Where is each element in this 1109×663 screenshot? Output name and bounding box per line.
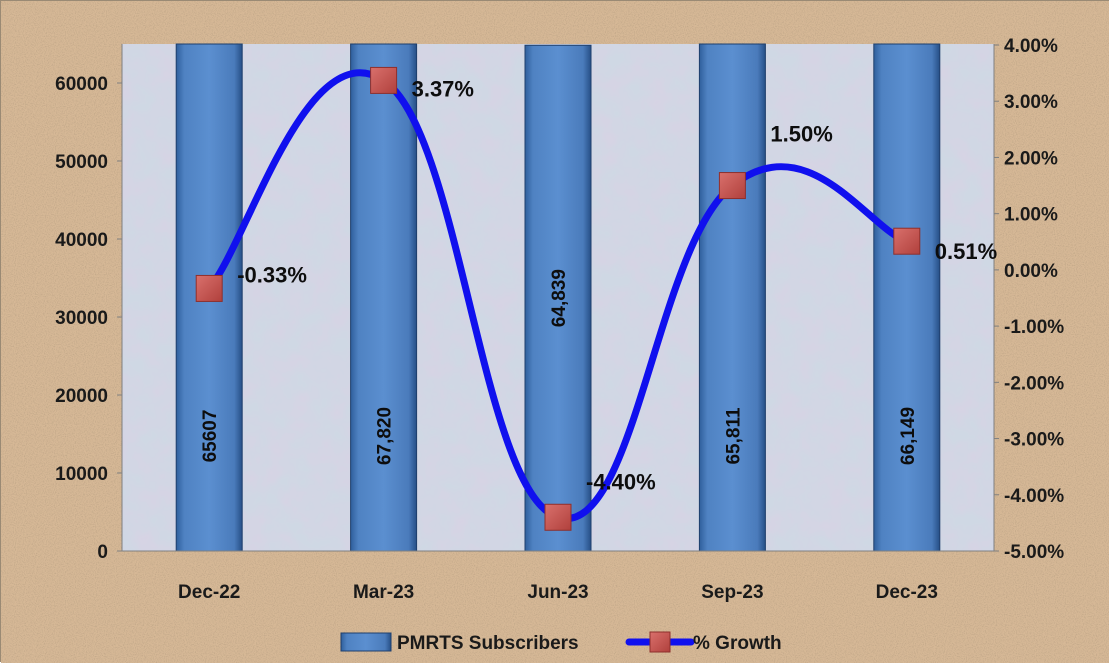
left-axis-tick-label: 0 xyxy=(97,542,108,563)
legend-swatch-growth-marker xyxy=(649,631,671,653)
left-axis-tick-label: 50000 xyxy=(55,152,108,173)
growth-marker xyxy=(718,172,746,200)
right-axis-tick-label: 3.00% xyxy=(1004,92,1058,113)
growth-data-label: -0.33% xyxy=(237,262,307,287)
right-axis-tick-label: 0.00% xyxy=(1004,261,1058,282)
legend-label-growth: % Growth xyxy=(693,633,782,654)
bar-subscribers xyxy=(873,43,941,552)
x-axis-category-label: Jun-23 xyxy=(527,582,588,603)
bar-subscribers xyxy=(350,43,418,552)
growth-data-label: 3.37% xyxy=(412,76,474,101)
growth-data-label: 0.51% xyxy=(935,239,997,264)
right-axis-tick-label: -5.00% xyxy=(1004,542,1064,563)
left-axis-tick-label: 10000 xyxy=(55,464,108,485)
right-axis-tick-label: -1.00% xyxy=(1004,317,1064,338)
growth-marker xyxy=(893,227,921,255)
x-axis-category-label: Sep-23 xyxy=(701,582,763,603)
bar-subscribers xyxy=(698,43,766,552)
bar-data-label: 66,149 xyxy=(898,407,919,465)
growth-data-label: 1.50% xyxy=(770,122,832,147)
right-axis-tick-label: -4.00% xyxy=(1004,486,1064,507)
bar-subscribers xyxy=(524,44,592,552)
bar-data-label: 64,839 xyxy=(549,269,570,327)
right-axis-tick-label: 1.00% xyxy=(1004,205,1058,226)
left-axis-tick-label: 20000 xyxy=(55,386,108,407)
legend-label-subscribers: PMRTS Subscribers xyxy=(397,633,579,654)
right-axis-tick-label: -3.00% xyxy=(1004,430,1064,451)
axes-layer: 0 10000 20000 30000 40000 50000 60000 -5.00% -4.… xyxy=(55,36,1064,603)
bar-data-label: 67,820 xyxy=(375,407,396,465)
bars-layer: 65607 67,820 64,839 65,811 66,149 xyxy=(175,43,941,552)
bar-data-label: 65607 xyxy=(200,410,221,463)
right-axis-tick-label: 4.00% xyxy=(1004,36,1058,57)
left-axis-tick-label: 60000 xyxy=(55,74,108,95)
growth-data-label: -4.40% xyxy=(586,469,656,494)
left-axis-tick-label: 30000 xyxy=(55,308,108,329)
growth-marker xyxy=(544,503,572,531)
x-axis-category-label: Dec-22 xyxy=(178,582,240,603)
left-axis-tick-label: 40000 xyxy=(55,230,108,251)
growth-marker xyxy=(195,274,223,302)
growth-marker xyxy=(370,66,398,94)
growth-line xyxy=(205,69,911,522)
right-axis-tick-label: -2.00% xyxy=(1004,373,1064,394)
legend-swatch-subscribers xyxy=(340,632,392,652)
right-axis-tick-label: 2.00% xyxy=(1004,148,1058,169)
bar-data-label: 65,811 xyxy=(723,407,744,464)
x-axis-category-label: Mar-23 xyxy=(353,582,414,603)
growth-line-layer: -0.33% 3.37% -4.40% 1.50% 0.51% xyxy=(195,66,997,531)
legend: PMRTS Subscribers % Growth xyxy=(340,631,782,654)
x-axis-category-label: Dec-23 xyxy=(876,582,938,603)
